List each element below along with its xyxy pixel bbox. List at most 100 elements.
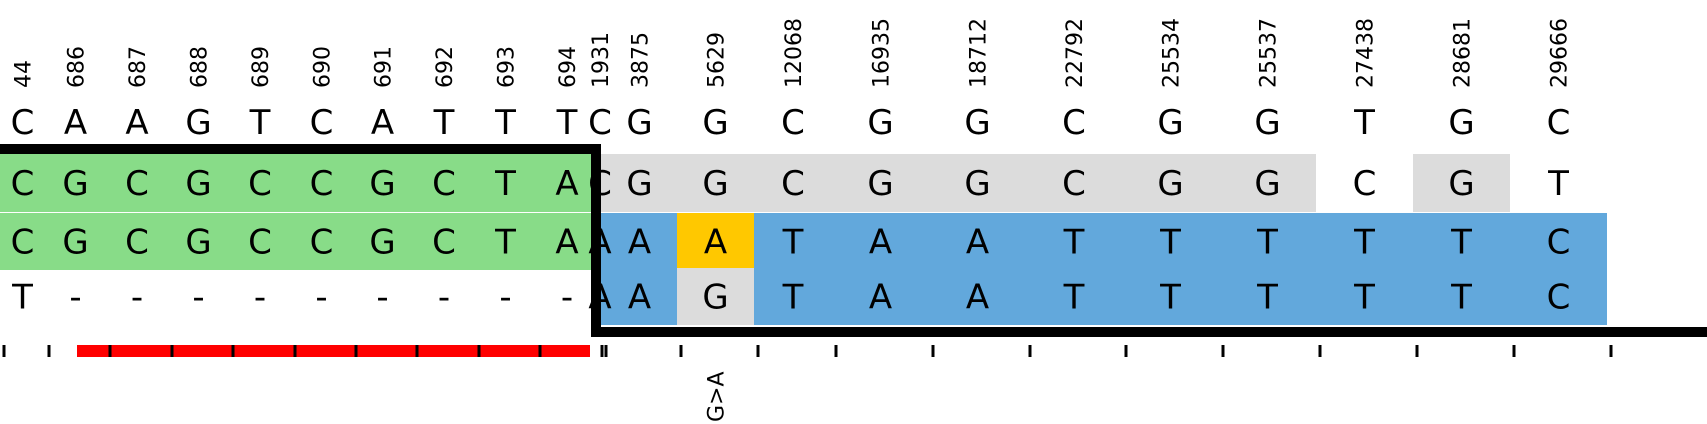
sequence-base: C bbox=[432, 164, 456, 204]
sequence-base: G bbox=[185, 164, 211, 204]
position-label: 16935 bbox=[870, 18, 895, 88]
cell-green bbox=[0, 154, 45, 212]
sequence-base: - bbox=[254, 278, 266, 318]
sequence-base: T bbox=[1256, 223, 1278, 263]
sequence-base: C bbox=[310, 223, 334, 263]
cell-blue bbox=[1413, 268, 1510, 325]
sequence-base: T bbox=[782, 223, 804, 263]
cell-blue bbox=[1510, 213, 1607, 270]
cell-blue bbox=[1219, 213, 1316, 270]
reference-base: G bbox=[185, 103, 211, 143]
cell-blue bbox=[832, 268, 929, 325]
sequence-base: C bbox=[310, 164, 334, 204]
position-label: 27438 bbox=[1354, 18, 1379, 88]
sequence-base: C bbox=[11, 223, 35, 263]
sequence-base: - bbox=[192, 278, 204, 318]
position-label: 687 bbox=[126, 46, 151, 88]
cell-green bbox=[475, 213, 536, 270]
cell-grey bbox=[1122, 154, 1219, 212]
sequence-base: C bbox=[248, 164, 272, 204]
reference-base: T bbox=[1353, 103, 1375, 143]
position-label: 22792 bbox=[1063, 18, 1088, 88]
sequence-base: - bbox=[561, 278, 573, 318]
cell-blue bbox=[1316, 268, 1413, 325]
position-label: 692 bbox=[433, 46, 458, 88]
position-label: 28681 bbox=[1451, 18, 1476, 88]
sequence-base: G bbox=[185, 223, 211, 263]
sequence-base: C bbox=[1547, 278, 1571, 318]
sequence-base: A bbox=[555, 223, 578, 263]
position-label: 688 bbox=[188, 46, 213, 88]
cell-grey bbox=[832, 154, 929, 212]
position-label: 12068 bbox=[782, 18, 807, 88]
cell-green bbox=[352, 154, 413, 212]
cell-grey bbox=[929, 154, 1026, 212]
sequence-base: G bbox=[1254, 164, 1280, 204]
reference-base: A bbox=[64, 103, 87, 143]
sequence-base: - bbox=[499, 278, 511, 318]
sequence-base: G bbox=[964, 164, 990, 204]
cell-green bbox=[475, 154, 536, 212]
cell-green bbox=[536, 213, 598, 270]
cell-blue bbox=[602, 213, 677, 270]
sequence-base: G bbox=[369, 164, 395, 204]
sequence-base: A bbox=[555, 164, 578, 204]
cell-grey bbox=[1026, 154, 1122, 212]
sequence-base: T bbox=[1353, 223, 1375, 263]
position-label: 3875 bbox=[629, 32, 654, 88]
deletion-bar bbox=[77, 345, 590, 357]
position-label: 694 bbox=[556, 46, 581, 88]
mutation-annotation: G>A bbox=[705, 371, 730, 422]
cell-blue bbox=[1026, 268, 1122, 325]
sequence-base: A bbox=[628, 223, 651, 263]
sequence-base: G bbox=[702, 278, 728, 318]
sequence-base: T bbox=[1353, 278, 1375, 318]
cell-green bbox=[413, 213, 475, 270]
sequence-base: C bbox=[781, 164, 805, 204]
cell-yellow bbox=[677, 213, 754, 270]
sequence-base: C bbox=[1062, 164, 1086, 204]
position-label: 25534 bbox=[1160, 18, 1185, 88]
position-label: 5629 bbox=[705, 32, 730, 88]
cell-green bbox=[45, 154, 106, 212]
position-label: 693 bbox=[495, 46, 520, 88]
cell-blue bbox=[602, 268, 677, 325]
sequence-base: G bbox=[1448, 164, 1474, 204]
sequence-base: T bbox=[494, 164, 516, 204]
cell-green bbox=[106, 154, 168, 212]
position-label: 686 bbox=[65, 46, 90, 88]
sequence-base: T bbox=[1450, 278, 1472, 318]
cell-green bbox=[229, 213, 291, 270]
cell-green bbox=[45, 213, 106, 270]
cell-blue bbox=[1510, 268, 1607, 325]
cell-blue bbox=[1122, 268, 1219, 325]
sequence-base: T bbox=[494, 223, 516, 263]
sequence-base: G bbox=[626, 164, 652, 204]
cell-blue bbox=[1413, 213, 1510, 270]
position-label: 690 bbox=[311, 46, 336, 88]
sequence-base: C bbox=[1353, 164, 1377, 204]
cell-green bbox=[352, 213, 413, 270]
sequence-base: C bbox=[11, 164, 35, 204]
cell-green bbox=[291, 154, 352, 212]
reference-base: G bbox=[626, 103, 652, 143]
sequence-base: T bbox=[1256, 278, 1278, 318]
sequence-base: G bbox=[702, 164, 728, 204]
reference-base: G bbox=[867, 103, 893, 143]
sequence-base: G bbox=[867, 164, 893, 204]
sequence-base: C bbox=[432, 223, 456, 263]
reference-base: T bbox=[494, 103, 516, 143]
cell-blue bbox=[754, 213, 832, 270]
sequence-base: G bbox=[369, 223, 395, 263]
reference-base: G bbox=[1157, 103, 1183, 143]
group-border bbox=[0, 144, 1707, 337]
cell-green bbox=[0, 213, 45, 270]
reference-base: G bbox=[964, 103, 990, 143]
reference-base: T bbox=[249, 103, 271, 143]
cell-grey bbox=[602, 154, 677, 212]
sequence-base: - bbox=[69, 278, 81, 318]
reference-base: A bbox=[371, 103, 394, 143]
sequence-base: T bbox=[1159, 278, 1181, 318]
